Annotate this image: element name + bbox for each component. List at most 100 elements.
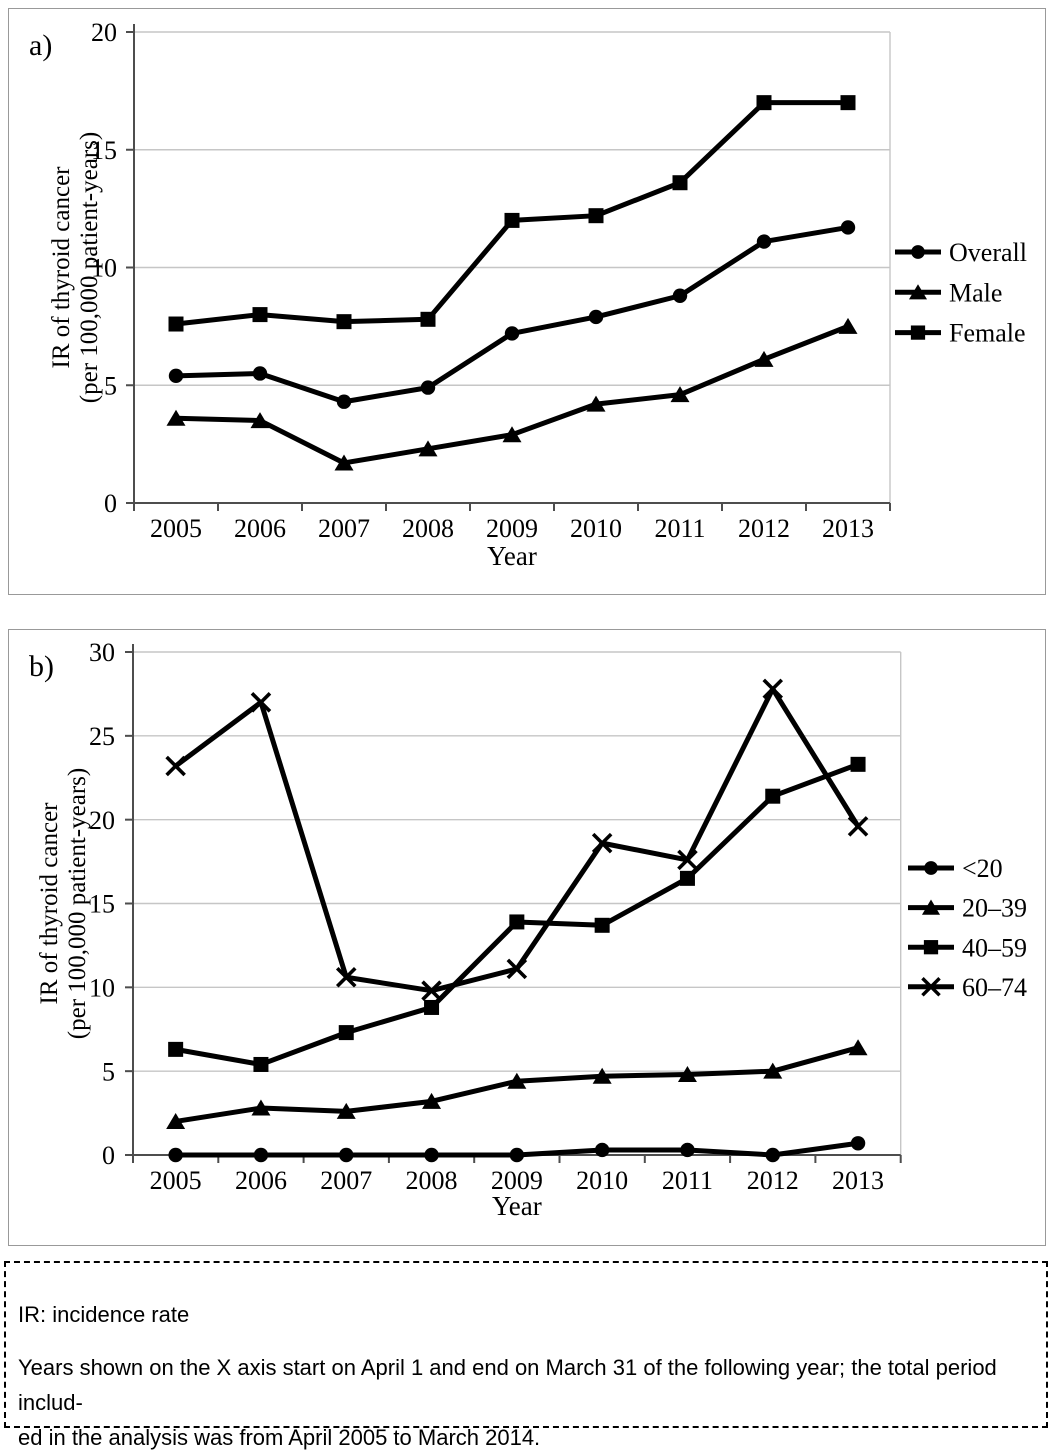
data-point-male-2006 bbox=[250, 412, 270, 429]
y-tick-label: 25 bbox=[89, 722, 115, 751]
x-tick-label-2011: 2011 bbox=[654, 514, 705, 543]
data-point-male-2007 bbox=[334, 454, 354, 471]
legend-label: Overall bbox=[949, 238, 1027, 267]
data-point-female-2011 bbox=[672, 175, 688, 191]
y-tick-label: 15 bbox=[89, 890, 115, 919]
data-point-60-74-2005 bbox=[165, 755, 186, 777]
data-point-overall-2013 bbox=[840, 220, 856, 235]
data-point-40-59-2007 bbox=[338, 1025, 354, 1041]
data-point-40-59-2010 bbox=[594, 917, 610, 933]
legend-marker-triangle bbox=[921, 899, 941, 915]
x-tick-label-2005: 2005 bbox=[150, 514, 202, 543]
caption-line-years-note-1: Years shown on the X axis start on April… bbox=[18, 1355, 1010, 1415]
legend-label: 20–39 bbox=[962, 894, 1027, 923]
y-tick-label: 0 bbox=[104, 489, 117, 518]
data-point-40-59-2013 bbox=[850, 756, 866, 772]
x-tick-label-2005: 2005 bbox=[150, 1166, 202, 1195]
legend-marker-square bbox=[910, 325, 926, 340]
data-point-60-74-2010 bbox=[591, 832, 613, 854]
data-point-40-59-2006 bbox=[253, 1056, 269, 1072]
y-axis-title-line-1: IR of thyroid cancer bbox=[48, 166, 75, 369]
chart-b-incidence-by-age-group: 0 5 10 15 20 25 30 2005 2006 2007 2008 2009 2010 2011… bbox=[29, 638, 1027, 1221]
caption-line-ir-definition: IR: incidence rate bbox=[18, 1302, 190, 1327]
y-tick-label: 20 bbox=[91, 18, 117, 47]
data-point-60-74-2012 bbox=[762, 678, 784, 700]
data-point-overall-2010 bbox=[588, 309, 604, 325]
data-point-female-2013 bbox=[840, 95, 856, 111]
data-point-60-74-2009 bbox=[506, 958, 528, 980]
data-point-overall-2009 bbox=[504, 326, 520, 341]
data-point--20-2012 bbox=[765, 1147, 780, 1163]
data-point-female-2010 bbox=[588, 208, 604, 224]
data-point--20-2013 bbox=[850, 1136, 866, 1151]
data-point-male-2010 bbox=[586, 395, 606, 412]
data-point-20-39-2009 bbox=[507, 1072, 527, 1089]
y-tick-label: 10 bbox=[89, 973, 115, 1002]
panel-label: a) bbox=[29, 29, 52, 62]
x-tick-label-2007: 2007 bbox=[320, 1166, 372, 1195]
legend-marker-square bbox=[923, 940, 939, 955]
series-line-40-59 bbox=[175, 761, 859, 1067]
x-tick-label-2012: 2012 bbox=[747, 1166, 799, 1195]
legend-label: 40–59 bbox=[962, 933, 1027, 962]
data-point-male-2009 bbox=[502, 426, 522, 443]
x-tick-label-2010: 2010 bbox=[570, 514, 622, 543]
data-point-female-2006 bbox=[252, 307, 268, 323]
legend-item-60-74: 60–74 bbox=[908, 973, 1027, 1002]
data-point-female-2005 bbox=[168, 316, 184, 332]
x-tick-label-2013: 2013 bbox=[832, 1166, 884, 1195]
data-point-male-2005 bbox=[166, 409, 186, 426]
x-tick-label-2012: 2012 bbox=[738, 514, 790, 543]
data-point-female-2012 bbox=[756, 95, 772, 111]
data-point-overall-2008 bbox=[420, 380, 436, 395]
data-point-60-74-2008 bbox=[421, 980, 442, 1001]
x-tick-label-2009: 2009 bbox=[486, 514, 538, 543]
legend-item-male: Male bbox=[895, 278, 1002, 307]
data-point-20-39-2013 bbox=[848, 1039, 868, 1056]
legend-item-20-39: 20–39 bbox=[908, 894, 1027, 923]
legend-label: <20 bbox=[962, 854, 1003, 883]
data-point-overall-2007 bbox=[336, 394, 352, 409]
data-point-20-39-2012 bbox=[763, 1062, 783, 1079]
caption-box: IR: incidence rate Years shown on the X … bbox=[4, 1261, 1048, 1450]
y-axis-title-line-2: (per 100,000 patient-years) bbox=[64, 768, 91, 1039]
caption-line-years-note-2: ed in the analysis was from April 2005 t… bbox=[18, 1425, 541, 1450]
data-point--20-2008 bbox=[424, 1147, 439, 1163]
data-point-40-59-2011 bbox=[679, 870, 695, 886]
data-point-overall-2011 bbox=[672, 288, 688, 303]
data-point-male-2011 bbox=[670, 386, 690, 403]
legend-marker-circle bbox=[924, 861, 938, 875]
x-tick-label-2006: 2006 bbox=[235, 1166, 287, 1195]
x-tick-label-2011: 2011 bbox=[662, 1166, 713, 1195]
legend-marker-triangle bbox=[908, 284, 928, 300]
panel-b: 0 5 10 15 20 25 30 2005 2006 2007 2008 2009 2010 2011… bbox=[8, 629, 1046, 1246]
data-point--20-2009 bbox=[509, 1147, 525, 1163]
y-tick-label: 15 bbox=[91, 136, 117, 165]
y-tick-label: 0 bbox=[102, 1141, 115, 1170]
data-point-20-39-2008 bbox=[422, 1092, 442, 1109]
data-point-40-59-2012 bbox=[765, 788, 781, 804]
x-tick-label-2008: 2008 bbox=[402, 514, 454, 543]
data-point--20-2005 bbox=[168, 1147, 183, 1163]
legend-marker-circle bbox=[911, 245, 925, 259]
data-point-overall-2006 bbox=[252, 366, 268, 381]
x-tick-label-2013: 2013 bbox=[822, 514, 874, 543]
data-point-40-59-2009 bbox=[509, 914, 525, 930]
legend-item-40-59: 40–59 bbox=[908, 933, 1027, 962]
y-tick-label: 20 bbox=[89, 806, 115, 835]
x-tick-label-2008: 2008 bbox=[406, 1166, 458, 1195]
x-axis-title: Year bbox=[487, 541, 537, 571]
x-tick-label-2007: 2007 bbox=[318, 514, 370, 543]
data-point-overall-2012 bbox=[756, 234, 772, 249]
y-tick-label: 10 bbox=[91, 254, 117, 283]
data-point--20-2010 bbox=[594, 1142, 610, 1158]
data-point-20-39-2005 bbox=[166, 1112, 186, 1129]
legend-label: Male bbox=[949, 278, 1002, 307]
data-point--20-2011 bbox=[680, 1142, 695, 1158]
data-point-overall-2005 bbox=[168, 368, 184, 384]
data-point-40-59-2008 bbox=[424, 999, 440, 1015]
legend-item-female: Female bbox=[895, 319, 1026, 348]
x-tick-label-2010: 2010 bbox=[576, 1166, 628, 1195]
legend-item-overall: Overall bbox=[895, 238, 1027, 267]
